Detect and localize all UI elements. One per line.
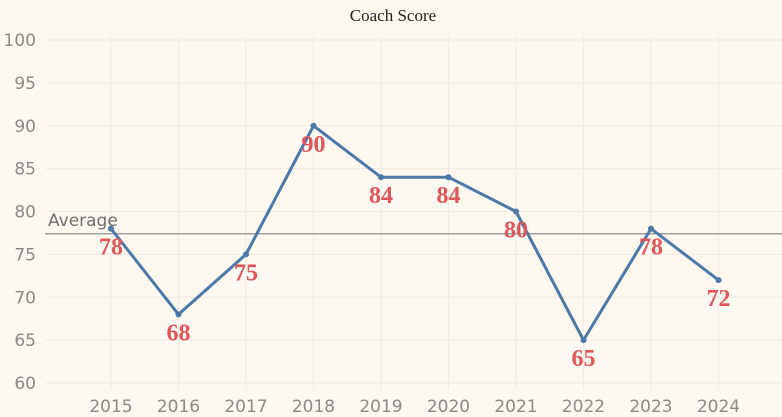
data-label: 84 bbox=[437, 183, 461, 209]
data-label: 78 bbox=[99, 235, 123, 261]
data-point bbox=[243, 251, 249, 258]
data-point bbox=[715, 277, 722, 284]
data-label: 72 bbox=[707, 286, 731, 312]
data-label: 68 bbox=[167, 320, 191, 346]
data-points bbox=[108, 122, 722, 344]
x-axis-ticks: 2015 2016 2017 2018 2019 2020 2021 2022 2023 2024 bbox=[89, 397, 740, 417]
data-point bbox=[175, 311, 182, 318]
x-tick-label: 2020 bbox=[427, 397, 470, 417]
y-tick-label: 85 bbox=[14, 160, 36, 180]
x-tick-label: 2016 bbox=[157, 397, 200, 417]
data-point bbox=[580, 337, 587, 344]
y-tick-label: 95 bbox=[14, 74, 36, 94]
y-tick-label: 65 bbox=[14, 331, 36, 351]
x-tick-label: 2015 bbox=[89, 397, 132, 417]
y-tick-label: 70 bbox=[14, 288, 36, 308]
chart-title: Coach Score bbox=[350, 6, 436, 25]
data-point bbox=[310, 122, 317, 129]
reference-line-group: Average bbox=[45, 211, 782, 235]
y-tick-label: 60 bbox=[14, 374, 36, 394]
x-tick-label: 2023 bbox=[629, 397, 672, 417]
average-label: Average bbox=[48, 211, 118, 231]
x-tick-label: 2024 bbox=[697, 397, 740, 417]
series-line bbox=[109, 124, 720, 342]
y-tick-label: 75 bbox=[14, 245, 36, 265]
data-point bbox=[108, 225, 114, 232]
x-tick-label: 2019 bbox=[359, 397, 402, 417]
data-label: 90 bbox=[302, 132, 326, 158]
y-tick-label: 90 bbox=[14, 117, 36, 137]
y-tick-label: 100 bbox=[4, 31, 36, 51]
x-tick-label: 2022 bbox=[562, 397, 605, 417]
data-label: 80 bbox=[504, 218, 528, 244]
x-tick-label: 2021 bbox=[494, 397, 537, 417]
x-tick-label: 2017 bbox=[224, 397, 267, 417]
data-label: 75 bbox=[234, 260, 258, 286]
data-label: 65 bbox=[572, 346, 596, 372]
data-point bbox=[378, 174, 384, 181]
grid bbox=[45, 36, 782, 389]
x-tick-label: 2018 bbox=[292, 397, 335, 417]
data-point bbox=[445, 174, 452, 181]
data-labels: 78 68 75 90 84 84 80 65 78 72 bbox=[99, 132, 731, 372]
data-point bbox=[648, 225, 654, 232]
y-tick-label: 80 bbox=[14, 203, 36, 223]
series-line-group bbox=[109, 124, 720, 342]
y-axis-ticks: 60 65 70 75 80 85 90 95 100 bbox=[4, 31, 36, 394]
data-label: 78 bbox=[639, 235, 663, 261]
data-point bbox=[513, 208, 519, 215]
data-label: 84 bbox=[369, 183, 393, 209]
